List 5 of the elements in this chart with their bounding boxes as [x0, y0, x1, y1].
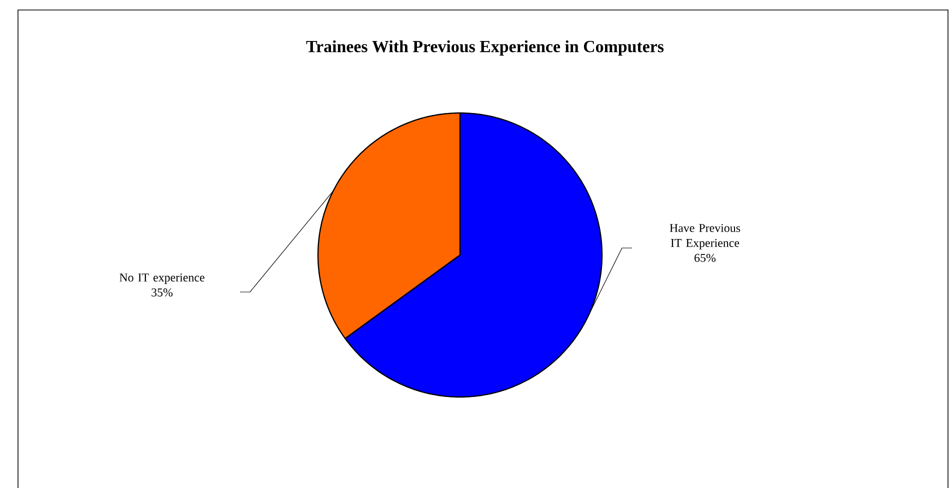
data-label: 65%: [694, 254, 716, 262]
chart-title: Trainees With Previous Experience in Computers: [306, 40, 664, 56]
slice-label: Have Previous IT Experience: [670, 224, 740, 250]
slice-label: No IT experience: [120, 273, 204, 284]
data-label: 35%: [152, 288, 173, 297]
